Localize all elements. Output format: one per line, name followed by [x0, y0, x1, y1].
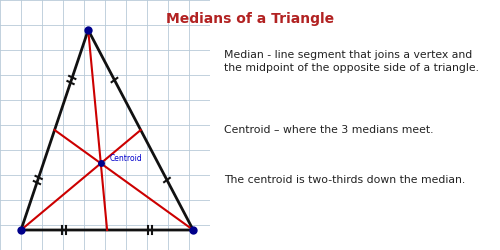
Text: Centroid: Centroid	[109, 154, 142, 163]
Text: Centroid – where the 3 medians meet.: Centroid – where the 3 medians meet.	[224, 125, 434, 135]
Text: The centroid is two-thirds down the median.: The centroid is two-thirds down the medi…	[224, 175, 466, 185]
Text: Medians of a Triangle: Medians of a Triangle	[166, 12, 334, 26]
Text: Median - line segment that joins a vertex and
the midpoint of the opposite side : Median - line segment that joins a verte…	[224, 50, 480, 73]
